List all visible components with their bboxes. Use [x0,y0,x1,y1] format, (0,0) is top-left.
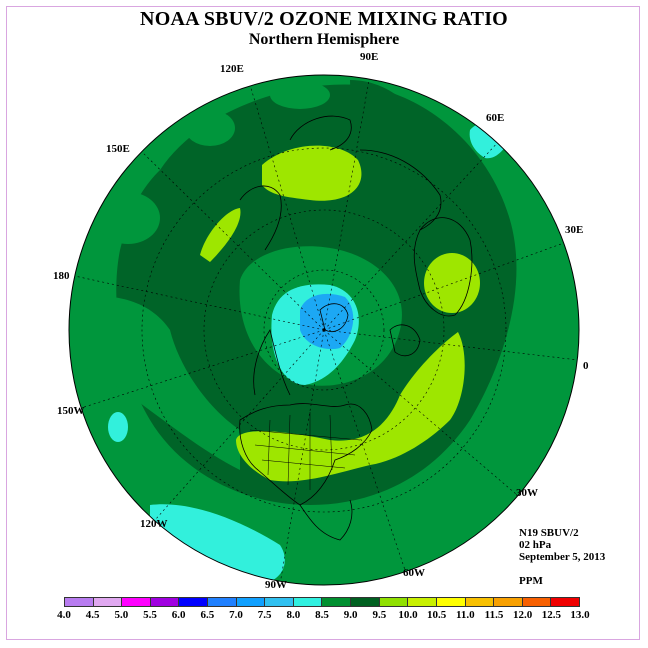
colorbar-tick-label: 4.5 [85,609,100,621]
colorbar [64,597,580,607]
colorbar-cell [92,598,122,606]
colorbar-tick-label: 11.5 [484,609,504,621]
ozone-region-9-0-s [236,332,465,482]
colorbar-tick-label: 8.0 [286,609,301,621]
colorbar-tick-label: 12.5 [541,609,561,621]
ozone-region-8-5-ne [350,80,490,209]
colorbar-tick-label: 4.0 [57,609,71,621]
coastlines [239,115,473,541]
colorbar-tick-label: 7.5 [257,609,272,621]
units-label: PPM [519,575,543,587]
ozone-patch-8-0-w [96,192,160,244]
meridian-lines [69,75,579,585]
ozone-region-9-0-n [262,145,362,201]
state-borders [249,412,361,490]
colorbar-cell [292,598,322,606]
lon-label-150e: 150E [106,143,130,155]
colorbar-cell [407,598,436,606]
ozone-region-9-0-nw [200,208,241,262]
colorbar-cell [493,598,522,606]
colorbar-ticks: 4.0 4.5 5.0 5.5 6.0 6.5 7.0 7.5 8.0 8.5 9.0 9.5 10.0… [57,609,590,623]
colorbar-tick-label: 6.5 [200,609,215,621]
lon-label-90e: 90E [360,51,378,63]
lon-label-150w: 150W [57,405,85,417]
lon-label-180: 180 [53,270,70,282]
lon-label-30e: 30E [565,224,583,236]
ozone-region-7-5-w [108,412,128,442]
colorbar-tick-label: 8.5 [315,609,329,621]
map-title: NOAA SBUV/2 OZONE MIXING RATIO [140,8,508,30]
colorbar-tick-label: 9.0 [343,609,358,621]
colorbar-tick-label: 10.0 [398,609,418,621]
latitude-lines [141,147,507,513]
colorbar-cell [264,598,293,606]
map-subtitle: Northern Hemisphere [248,31,400,48]
colorbar-tick-label: 9.5 [372,609,387,621]
lon-label-120e: 120E [220,63,244,75]
colorbar-cell [350,598,379,606]
colorbar-cell [464,598,494,606]
colorbar-cell [235,598,265,606]
colorbar-cell [550,598,579,606]
ozone-patch-8-0-nw [185,110,235,146]
colorbar-tick-label: 10.5 [427,609,447,621]
colorbar-cell [521,598,551,606]
colorbar-tick-label: 5.0 [114,609,129,621]
colorbar-cell [207,598,236,606]
lon-label-30w: 30W [516,487,538,499]
lon-label-90w: 90W [265,579,287,591]
map-boundary [68,74,580,586]
ozone-region-7-0-polar [300,293,354,350]
colorbar-cell [378,598,408,606]
colorbar-cell [65,598,93,606]
lon-label-0: 0 [583,360,589,372]
lon-label-60w: 60W [403,567,425,579]
colorbar-tick-label: 6.0 [171,609,186,621]
colorbar-cell [321,598,351,606]
pressure-level-label: 02 hPa [519,539,552,551]
colorbar-cell [435,598,465,606]
colorbar-tick-label: 13.0 [570,609,590,621]
lon-label-120w: 120W [140,518,168,530]
instrument-label: N19 SBUV/2 [519,527,579,539]
ozone-patch-8-0-n [270,81,330,109]
date-label: September 5, 2013 [519,551,606,563]
lon-label-60e: 60E [486,112,504,124]
colorbar-tick-label: 11.0 [456,609,475,621]
ozone-region-8-0-sw [70,296,240,470]
colorbar-cell [121,598,150,606]
colorbar-tick-label: 7.0 [229,609,243,621]
colorbar-cell [178,598,208,606]
colorbar-tick-label: 12.0 [513,609,533,621]
colorbar-cell [149,598,179,606]
ozone-region-9-0-e [424,253,480,313]
colorbar-tick-label: 5.5 [143,609,157,621]
plot-frame [6,6,640,640]
